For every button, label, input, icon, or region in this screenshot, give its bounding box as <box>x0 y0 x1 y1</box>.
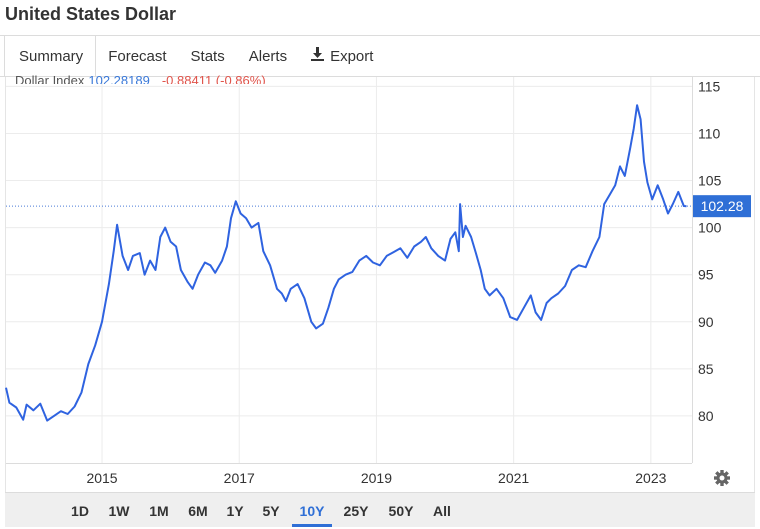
tab-stats-label: Stats <box>190 47 225 65</box>
x-tick-label: 2023 <box>635 470 666 486</box>
y-tick-label: 95 <box>698 267 714 283</box>
range-1d-button[interactable]: 1D <box>71 503 89 519</box>
y-tick-label: 105 <box>698 173 722 189</box>
range-6m-button[interactable]: 6M <box>188 503 208 519</box>
range-10y-button[interactable]: 10Y <box>292 493 332 527</box>
series-line <box>5 104 687 422</box>
legend-series-name: Dollar Index <box>15 73 85 84</box>
legend-change: -0.88411 (-0.86%) <box>161 73 266 84</box>
last-value-badge <box>693 195 751 218</box>
range-25y-button[interactable]: 25Y <box>343 503 369 519</box>
chart-legend: Dollar Index 102.28189 -0.88411 (-0.86%) <box>15 68 266 84</box>
tab-stats[interactable]: Stats <box>179 36 237 76</box>
x-tick-label: 2017 <box>224 470 255 486</box>
y-tick-label: 80 <box>698 408 714 424</box>
tab-forecast-label: Forecast <box>108 47 167 65</box>
range-5y-button[interactable]: 5Y <box>262 503 280 519</box>
download-icon <box>311 47 325 65</box>
y-tick-label: 100 <box>698 220 722 236</box>
x-tick-label: 2015 <box>86 470 117 486</box>
tab-forecast[interactable]: Forecast <box>96 36 178 76</box>
chart-frame <box>5 77 755 492</box>
y-tick-label: 90 <box>698 314 714 330</box>
range-selector: 1D 1W 1M 6M 1Y 5Y 10Y 25Y 50Y All <box>5 492 755 527</box>
tab-export-label: Export <box>330 47 374 65</box>
range-50y-button[interactable]: 50Y <box>388 503 414 519</box>
range-1y-button[interactable]: 1Y <box>226 503 244 519</box>
page-title: United States Dollar <box>5 4 177 24</box>
tab-alerts-label: Alerts <box>248 47 288 65</box>
range-1m-button[interactable]: 1M <box>149 503 169 519</box>
last-value-label: 102.28 <box>701 198 744 214</box>
y-tick-label: 110 <box>698 125 721 141</box>
gear-icon[interactable] <box>714 470 730 486</box>
y-tick-label: 85 <box>698 361 714 377</box>
y-tick-label: 115 <box>698 78 721 94</box>
tab-summary[interactable]: Summary <box>4 36 97 76</box>
range-1w-button[interactable]: 1W <box>108 503 130 519</box>
range-all-button[interactable]: All <box>433 503 451 519</box>
tab-summary-label: Summary <box>19 47 84 65</box>
tab-bar: Summary Forecast Stats Alerts Export <box>0 35 760 77</box>
legend-current-value: 102.28189 <box>88 73 150 84</box>
tab-export[interactable]: Export <box>299 36 385 76</box>
x-tick-label: 2021 <box>498 470 529 486</box>
price-chart[interactable]: 80 85 90 95 100 105 110 115 2015 2017 2019 2021 2023… <box>0 77 760 492</box>
x-tick-label: 2019 <box>361 470 392 486</box>
tab-alerts[interactable]: Alerts <box>237 36 299 76</box>
